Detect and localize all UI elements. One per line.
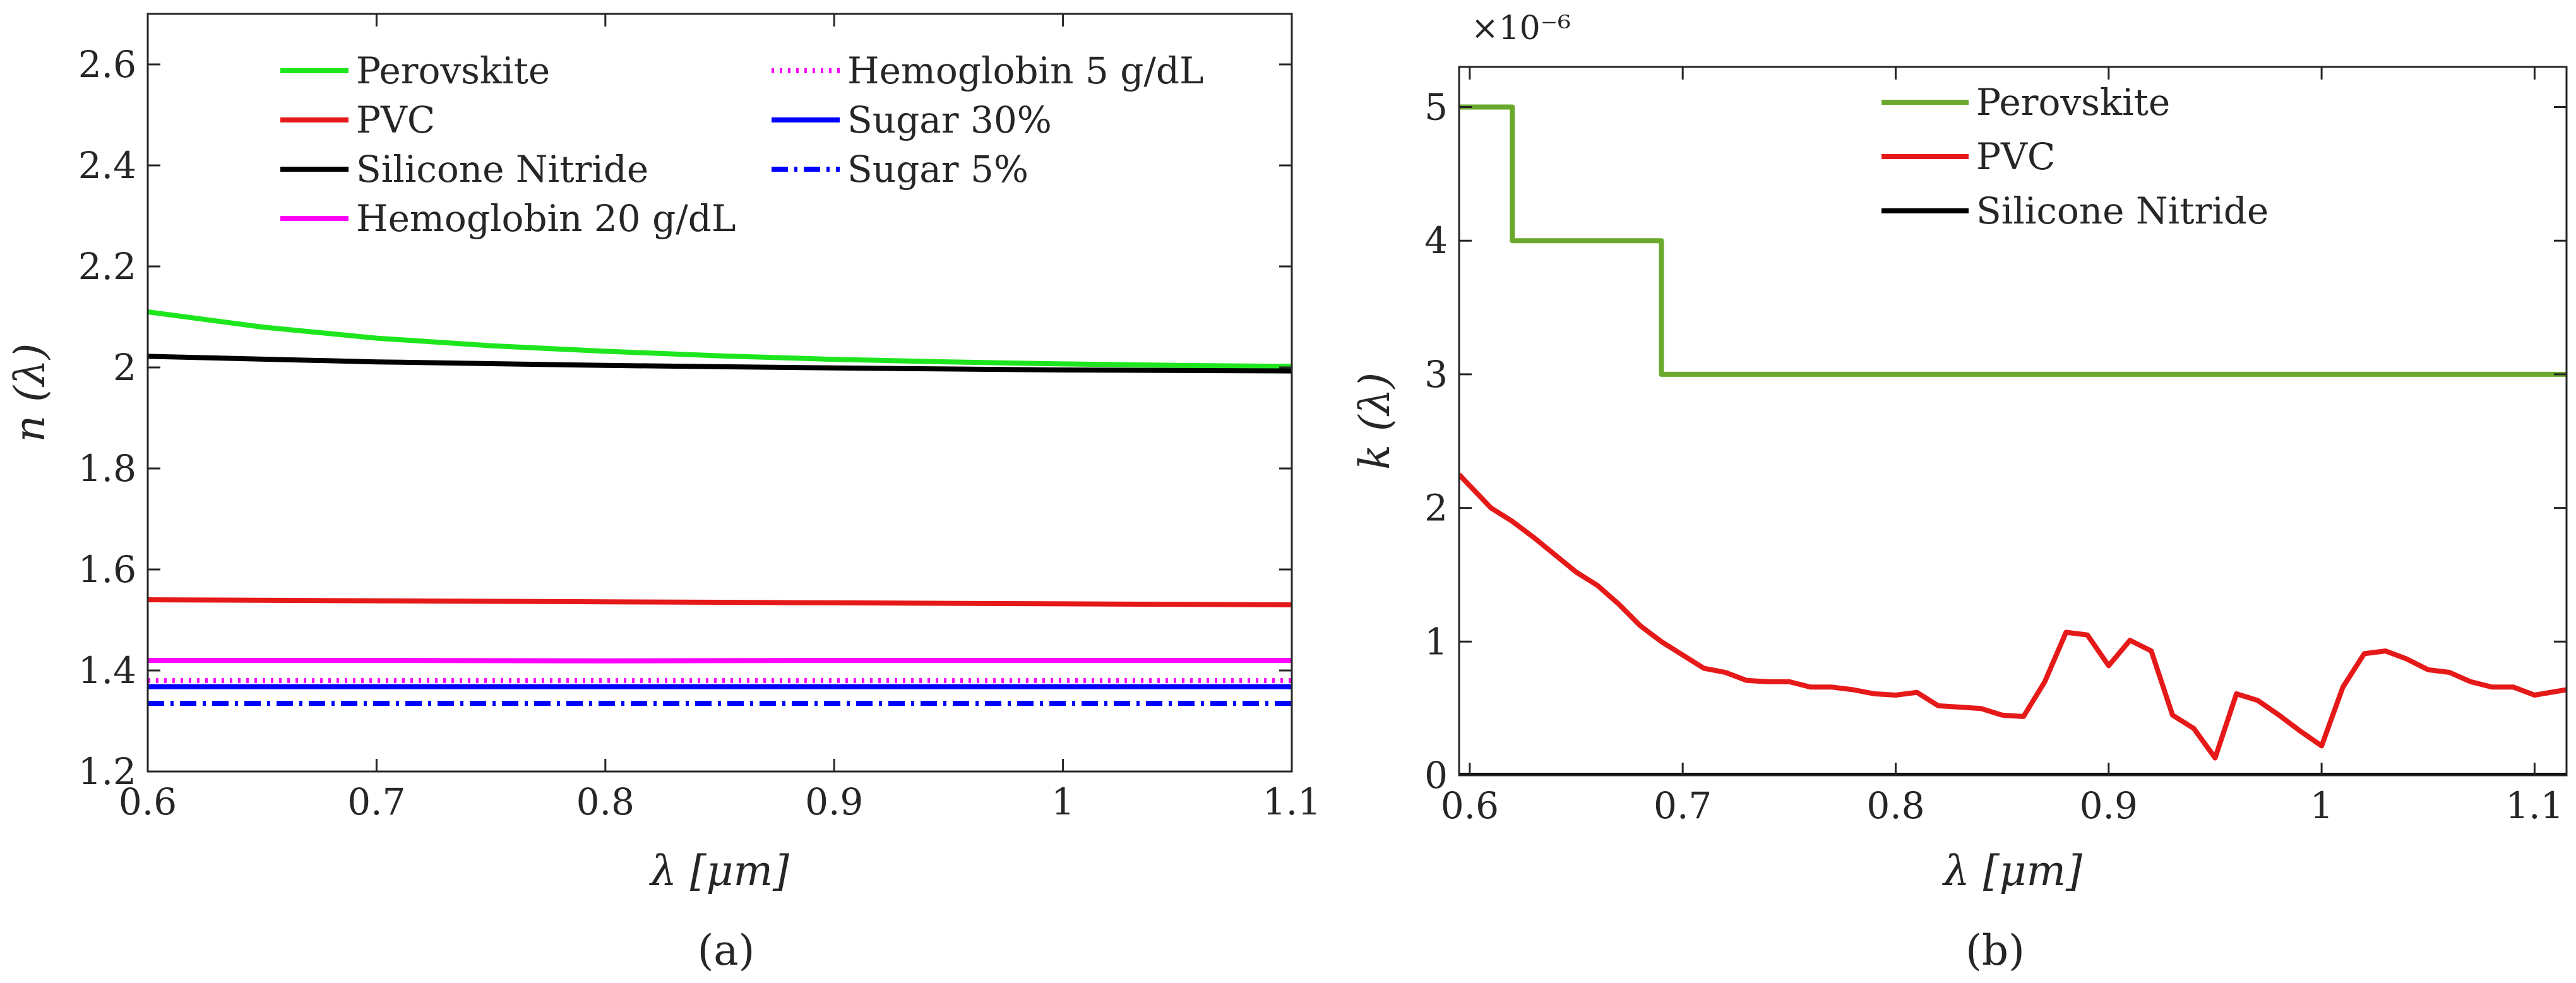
legend-label-0: Perovskite (1976, 81, 2170, 124)
x-tick-label: 1.1 (1263, 780, 1321, 823)
series-line-1 (148, 597, 1292, 607)
y-tick-label: 2.2 (78, 245, 136, 288)
legend-label-2: Silicone Nitride (1976, 189, 2269, 232)
y-tick-label: 2.6 (78, 43, 136, 86)
y-tick-label: 4 (1424, 219, 1448, 262)
chart-panel-b: 0.6 0.7 0.8 0.9 1 1.1 0 1 2 3 4 5 λ [μm] k (λ) ×10⁻⁶ (b… (1351, 9, 2568, 975)
panel-label: (b) (1965, 926, 2025, 975)
x-tick-label: 0.6 (1441, 784, 1499, 827)
panel-label: (a) (698, 926, 755, 975)
series-line-0 (148, 309, 1292, 369)
legend-label-0: Perovskite (356, 49, 550, 92)
y-axis-multiplier: ×10⁻⁶ (1471, 9, 1571, 47)
legend-label-4: Hemoglobin 5 g/dL (847, 49, 1204, 92)
series-line-0 (1459, 104, 2567, 377)
y-axis-label: n (λ) (6, 343, 54, 443)
y-tick-label: 2.4 (78, 144, 136, 187)
y-tick-label: 2 (1424, 487, 1448, 530)
y-tick-label: 1.6 (78, 548, 136, 591)
x-axis-label: λ [μm] (648, 847, 789, 895)
legend-label-6: Sugar 5% (847, 148, 1029, 191)
y-tick-label: 5 (1424, 86, 1448, 129)
y-tick-label: 2 (113, 346, 136, 389)
series-line-2 (148, 354, 1292, 374)
legend-label-3: Hemoglobin 20 g/dL (356, 197, 736, 240)
x-tick-label: 0.9 (2080, 784, 2138, 827)
y-axis-label: k (λ) (1351, 372, 1399, 470)
legend-label-5: Sugar 30% (847, 98, 1052, 141)
x-tick-label: 0.9 (805, 780, 863, 823)
y-tick-label: 1 (1424, 620, 1448, 663)
legend-label-2: Silicone Nitride (356, 148, 648, 191)
series-line-3 (148, 658, 1292, 664)
x-tick-label: 1 (1051, 780, 1075, 823)
chart-panel-a: 0.6 0.7 0.8 0.9 1 1.1 1.2 1.4 1.6 1.8 2 2.2 2.4 2.6 λ … (6, 13, 1321, 975)
series-line-1 (1459, 472, 2567, 761)
legend-label-1: PVC (1976, 135, 2055, 178)
y-tick-label: 1.8 (78, 447, 136, 490)
y-tick-label: 1.2 (78, 750, 136, 793)
legend-label-1: PVC (356, 98, 435, 141)
axes-box (146, 13, 1293, 773)
legend: Perovskite PVC Silicone Nitride (1881, 81, 2269, 232)
y-tick-label: 1.4 (78, 649, 136, 692)
x-tick-label: 0.7 (1654, 784, 1712, 827)
y-tick-label: 0 (1424, 754, 1448, 797)
legend: Perovskite PVC Silicone Nitride Hemoglobin … (280, 49, 1204, 240)
x-tick-label: 1 (2310, 784, 2334, 827)
x-axis-label: λ [μm] (1941, 847, 2082, 895)
x-tick-label: 0.7 (347, 780, 405, 823)
x-tick-label: 0.8 (1866, 784, 1924, 827)
x-tick-label: 0.6 (119, 780, 177, 823)
x-tick-label: 1.1 (2505, 784, 2563, 827)
axes-box (1458, 66, 2568, 777)
x-tick-label: 0.8 (576, 780, 635, 823)
y-tick-label: 3 (1424, 353, 1448, 396)
